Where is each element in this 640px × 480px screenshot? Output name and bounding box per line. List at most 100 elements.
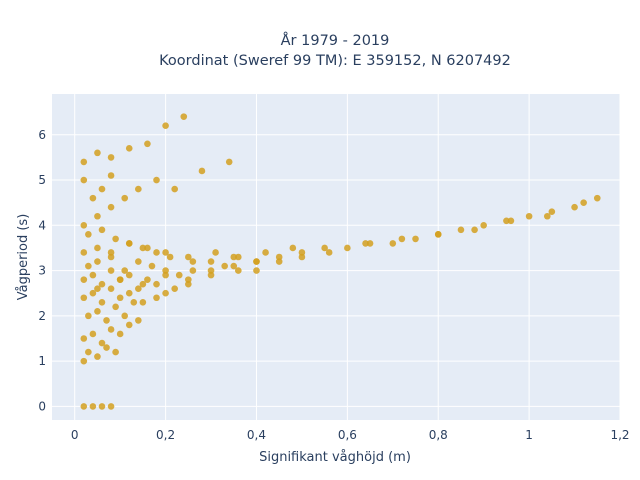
scatter-point: [135, 317, 142, 324]
y-tick-label: 4: [38, 218, 46, 232]
scatter-point: [412, 235, 419, 243]
scatter-point: [85, 348, 92, 356]
scatter-point: [94, 149, 101, 157]
scatter-point: [230, 262, 238, 270]
scatter-point: [144, 276, 151, 283]
scatter-point: [107, 172, 115, 179]
scatter-point: [107, 249, 115, 256]
scatter-point: [230, 253, 238, 261]
scatter-point: [153, 176, 160, 184]
scatter-point: [89, 330, 97, 338]
scatter-point: [398, 235, 406, 243]
scatter-point: [107, 326, 115, 333]
scatter-point: [80, 276, 88, 283]
scatter-point: [225, 158, 233, 166]
x-axis-title: Signifikant våghöjd (m): [259, 450, 411, 465]
scatter-point: [275, 258, 283, 265]
scatter-point: [507, 217, 515, 225]
x-tick-label: 0,6: [338, 428, 357, 442]
scatter-point: [580, 199, 587, 206]
scatter-point: [107, 253, 115, 261]
y-tick-label: 2: [38, 309, 46, 323]
scatter-point: [107, 403, 115, 410]
x-tick-label: 0,2: [156, 428, 175, 442]
scatter-point: [98, 403, 106, 410]
scatter-point: [116, 294, 124, 302]
scatter-point: [298, 249, 306, 256]
scatter-point: [98, 226, 106, 234]
scatter-point: [548, 208, 556, 216]
scatter-point: [221, 262, 228, 270]
scatter-point: [125, 289, 133, 297]
scatter-point: [457, 226, 465, 234]
scatter-point: [543, 212, 551, 220]
scatter-point: [434, 231, 442, 238]
scatter-point: [125, 321, 133, 329]
x-tick-label: 0,8: [429, 428, 448, 442]
scatter-point: [94, 258, 101, 265]
scatter-point: [212, 249, 219, 256]
scatter-point: [235, 267, 242, 274]
scatter-point: [80, 222, 88, 229]
scatter-point: [144, 140, 151, 148]
scatter-point: [98, 339, 106, 347]
plot-background: [52, 94, 620, 420]
grid-layer: [52, 94, 621, 420]
scatter-point: [389, 240, 397, 247]
scatter-point: [185, 280, 192, 288]
scatter-point: [107, 154, 115, 161]
scatter-point: [135, 285, 142, 292]
chart-subtitle: Koordinat (Sweref 99 TM): E 359152, N 62…: [159, 53, 511, 69]
scatter-point: [189, 258, 197, 265]
scatter-point: [125, 271, 133, 279]
scatter-point: [571, 203, 578, 211]
scatter-point: [116, 276, 124, 283]
scatter-point: [135, 185, 142, 193]
scatter-point: [107, 267, 115, 274]
scatter-point: [107, 285, 115, 292]
scatter-point: [80, 357, 88, 365]
x-tick-label: 1: [525, 428, 533, 442]
scatter-point: [344, 244, 351, 252]
scatter-point: [98, 298, 106, 306]
scatter-point: [121, 312, 129, 320]
scatter-point: [107, 203, 115, 211]
scatter-point: [289, 244, 297, 252]
scatter-point: [362, 240, 369, 247]
scatter-point: [153, 249, 160, 256]
scatter-point: [525, 212, 533, 220]
scatter-point: [253, 258, 260, 265]
x-tick-label: 0,4: [247, 428, 266, 442]
scatter-point: [471, 226, 478, 234]
scatter-point: [139, 244, 147, 252]
scatter-point: [166, 253, 174, 261]
y-axis-title: Vågperiod (s): [16, 214, 31, 301]
scatter-point: [112, 348, 119, 356]
scatter-point: [207, 267, 215, 274]
scatter-point: [235, 253, 242, 261]
scatter-point: [89, 403, 97, 410]
scatter-point: [262, 249, 269, 256]
scatter-point: [94, 353, 101, 360]
scatter-point: [153, 280, 160, 288]
scatter-point: [366, 240, 374, 247]
scatter-point: [198, 167, 206, 175]
scatter-point: [253, 267, 260, 274]
scatter-point: [185, 276, 192, 283]
scatter-point: [94, 212, 101, 220]
scatter-point: [89, 289, 97, 297]
scatter-point: [116, 330, 124, 338]
scatter-point: [98, 280, 106, 288]
y-tick-label: 3: [38, 264, 46, 278]
scatter-point: [144, 244, 151, 252]
scatter-point: [185, 253, 192, 261]
scatter-point: [121, 194, 129, 202]
scatter-point: [207, 258, 215, 265]
y-tick-label: 0: [38, 399, 46, 413]
x-tick-label: 0: [71, 428, 79, 442]
scatter-point: [162, 271, 169, 279]
y-tick-label: 1: [38, 354, 46, 368]
scatter-point: [121, 267, 129, 274]
